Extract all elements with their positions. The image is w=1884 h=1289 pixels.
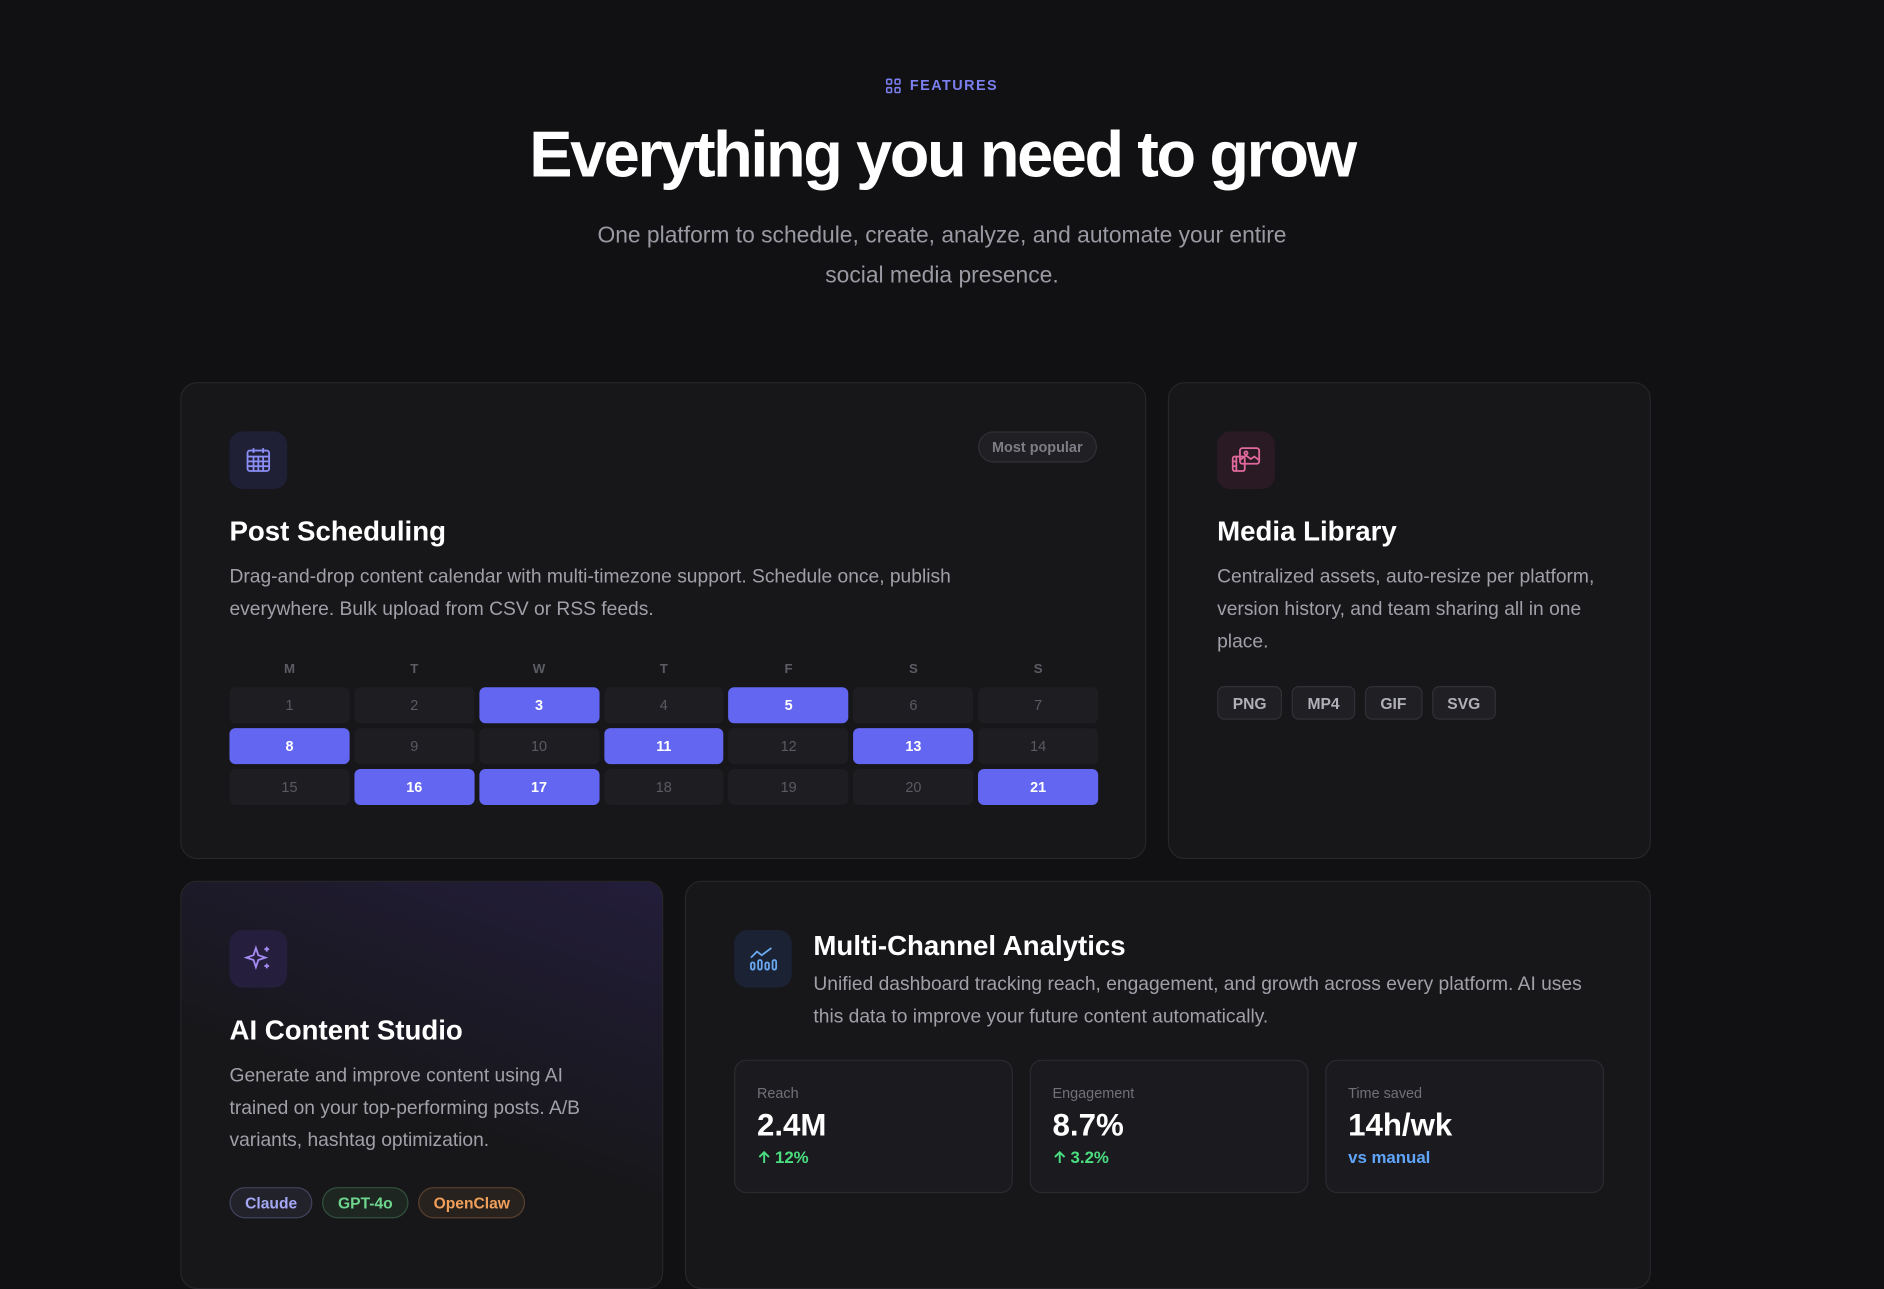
calendar-day: 3 (479, 687, 600, 724)
analytics-icon (734, 929, 792, 988)
metric-change-text: vs manual (1348, 1147, 1431, 1167)
weekday: T (659, 662, 668, 677)
sparkle-icon (229, 929, 288, 988)
eyebrow: FEATURES (0, 77, 1884, 94)
calendar-icon (229, 431, 288, 490)
metric-card: Engagement 8.7% 3.2% (1029, 1059, 1309, 1194)
features-section: FEATURES Everything you need to grow One… (0, 77, 1884, 1289)
metric-change-text: 12% (774, 1147, 809, 1167)
calendar-day: 15 (229, 768, 350, 806)
card-analytics: Multi-Channel Analytics Unified dashboar… (684, 880, 1651, 1289)
metric-change-text: 3.2% (1070, 1147, 1109, 1167)
weekday: M (283, 662, 295, 677)
calendar-day: 17 (479, 768, 600, 806)
calendar-day: 16 (354, 768, 475, 806)
card-description: Drag-and-drop content calendar with mult… (229, 567, 951, 620)
page: FEATURES Everything you need to grow One… (0, 76, 1884, 1289)
up-arrow (1054, 1150, 1066, 1164)
model-tag: GPT-4o (322, 1187, 409, 1219)
calendar-day: 6 (853, 687, 974, 724)
card-media: Media Library Centralized assets, auto-r… (1167, 382, 1651, 860)
weekday: F (784, 662, 793, 677)
calendar-day: 13 (853, 728, 974, 765)
calendar-day: 4 (603, 687, 724, 724)
calendar-day: 12 (728, 728, 849, 765)
up-arrow (758, 1150, 770, 1164)
calendar-day: 14 (978, 728, 1099, 765)
calendar-day: 20 (853, 768, 974, 806)
format-tag: PNG (1217, 686, 1283, 720)
model-tag: Claude (229, 1187, 313, 1219)
metric-value: 2.4M (756, 1106, 827, 1143)
metric-label: Reach (756, 1084, 799, 1102)
calendar-day: 11 (603, 728, 724, 765)
metric-label: Engagement (1052, 1084, 1135, 1102)
card-description: Generate and improve content using AI tr… (229, 1065, 580, 1152)
calendar-day: 21 (978, 768, 1099, 806)
format-tags: PNG MP4 GIF SVG (1217, 686, 1496, 720)
model-tags: Claude GPT-4o OpenClaw (229, 1187, 526, 1219)
metric-value: 14h/wk (1348, 1106, 1453, 1143)
eyebrow-text: FEATURES (909, 76, 999, 94)
weekday: W (532, 662, 546, 677)
model-tag: OpenClaw (417, 1187, 526, 1219)
card-scheduling: Most popular Post Scheduling Drag-and-dr… (180, 382, 1147, 860)
card-title: Post Scheduling (229, 515, 446, 547)
card-title: Media Library (1217, 515, 1397, 547)
card-ai: AI Content Studio Generate and improve c… (180, 880, 664, 1289)
calendar: M T W T F S S 1 2 3 4 5 6 7 8 9 10 11 12 13 14 15 16 17 18 19 20 21 (229, 662, 1099, 806)
metric-change: 3.2% (1053, 1147, 1286, 1167)
weekday: T (410, 662, 419, 677)
calendar-day: 18 (603, 768, 724, 806)
media-icon (1217, 431, 1275, 490)
section-title: Everything you need to grow (529, 118, 1357, 192)
badge: Most popular (977, 431, 1097, 463)
calendar-day: 5 (728, 687, 849, 724)
calendar-day: 2 (354, 687, 475, 724)
metric-card: Time saved 14h/wk vs manual (1325, 1059, 1605, 1194)
metric-label: Time saved (1348, 1084, 1423, 1102)
calendar-day: 7 (978, 687, 1099, 724)
metric-value: 8.7% (1052, 1106, 1124, 1143)
card-title: Multi-Channel Analytics (813, 929, 1126, 962)
card-description: Unified dashboard tracking reach, engage… (813, 974, 1582, 1028)
calendar-day: 10 (479, 728, 600, 765)
calendar-day: 9 (354, 728, 475, 765)
format-tag: GIF (1364, 686, 1423, 720)
weekday: S (1033, 662, 1043, 677)
metric-change: vs manual (1348, 1147, 1581, 1166)
format-tag: MP4 (1291, 686, 1356, 720)
metric-change: 12% (757, 1147, 990, 1167)
metric-card: Reach 2.4M 12% (734, 1059, 1013, 1194)
metrics: Reach 2.4M 12% Engagement 8.7% 3.2% Time saved… (734, 1059, 1605, 1194)
format-tag: SVG (1431, 686, 1496, 720)
card-description: Centralized assets, auto-resize per plat… (1217, 567, 1595, 653)
card-title: AI Content Studio (229, 1014, 463, 1046)
calendar-day: 1 (229, 687, 350, 724)
weekday: S (908, 662, 918, 677)
calendar-day: 8 (229, 728, 350, 765)
section-subtitle: One platform to schedule, create, analyz… (597, 223, 1287, 289)
grid-icon (886, 77, 902, 93)
calendar-day: 19 (728, 768, 849, 806)
